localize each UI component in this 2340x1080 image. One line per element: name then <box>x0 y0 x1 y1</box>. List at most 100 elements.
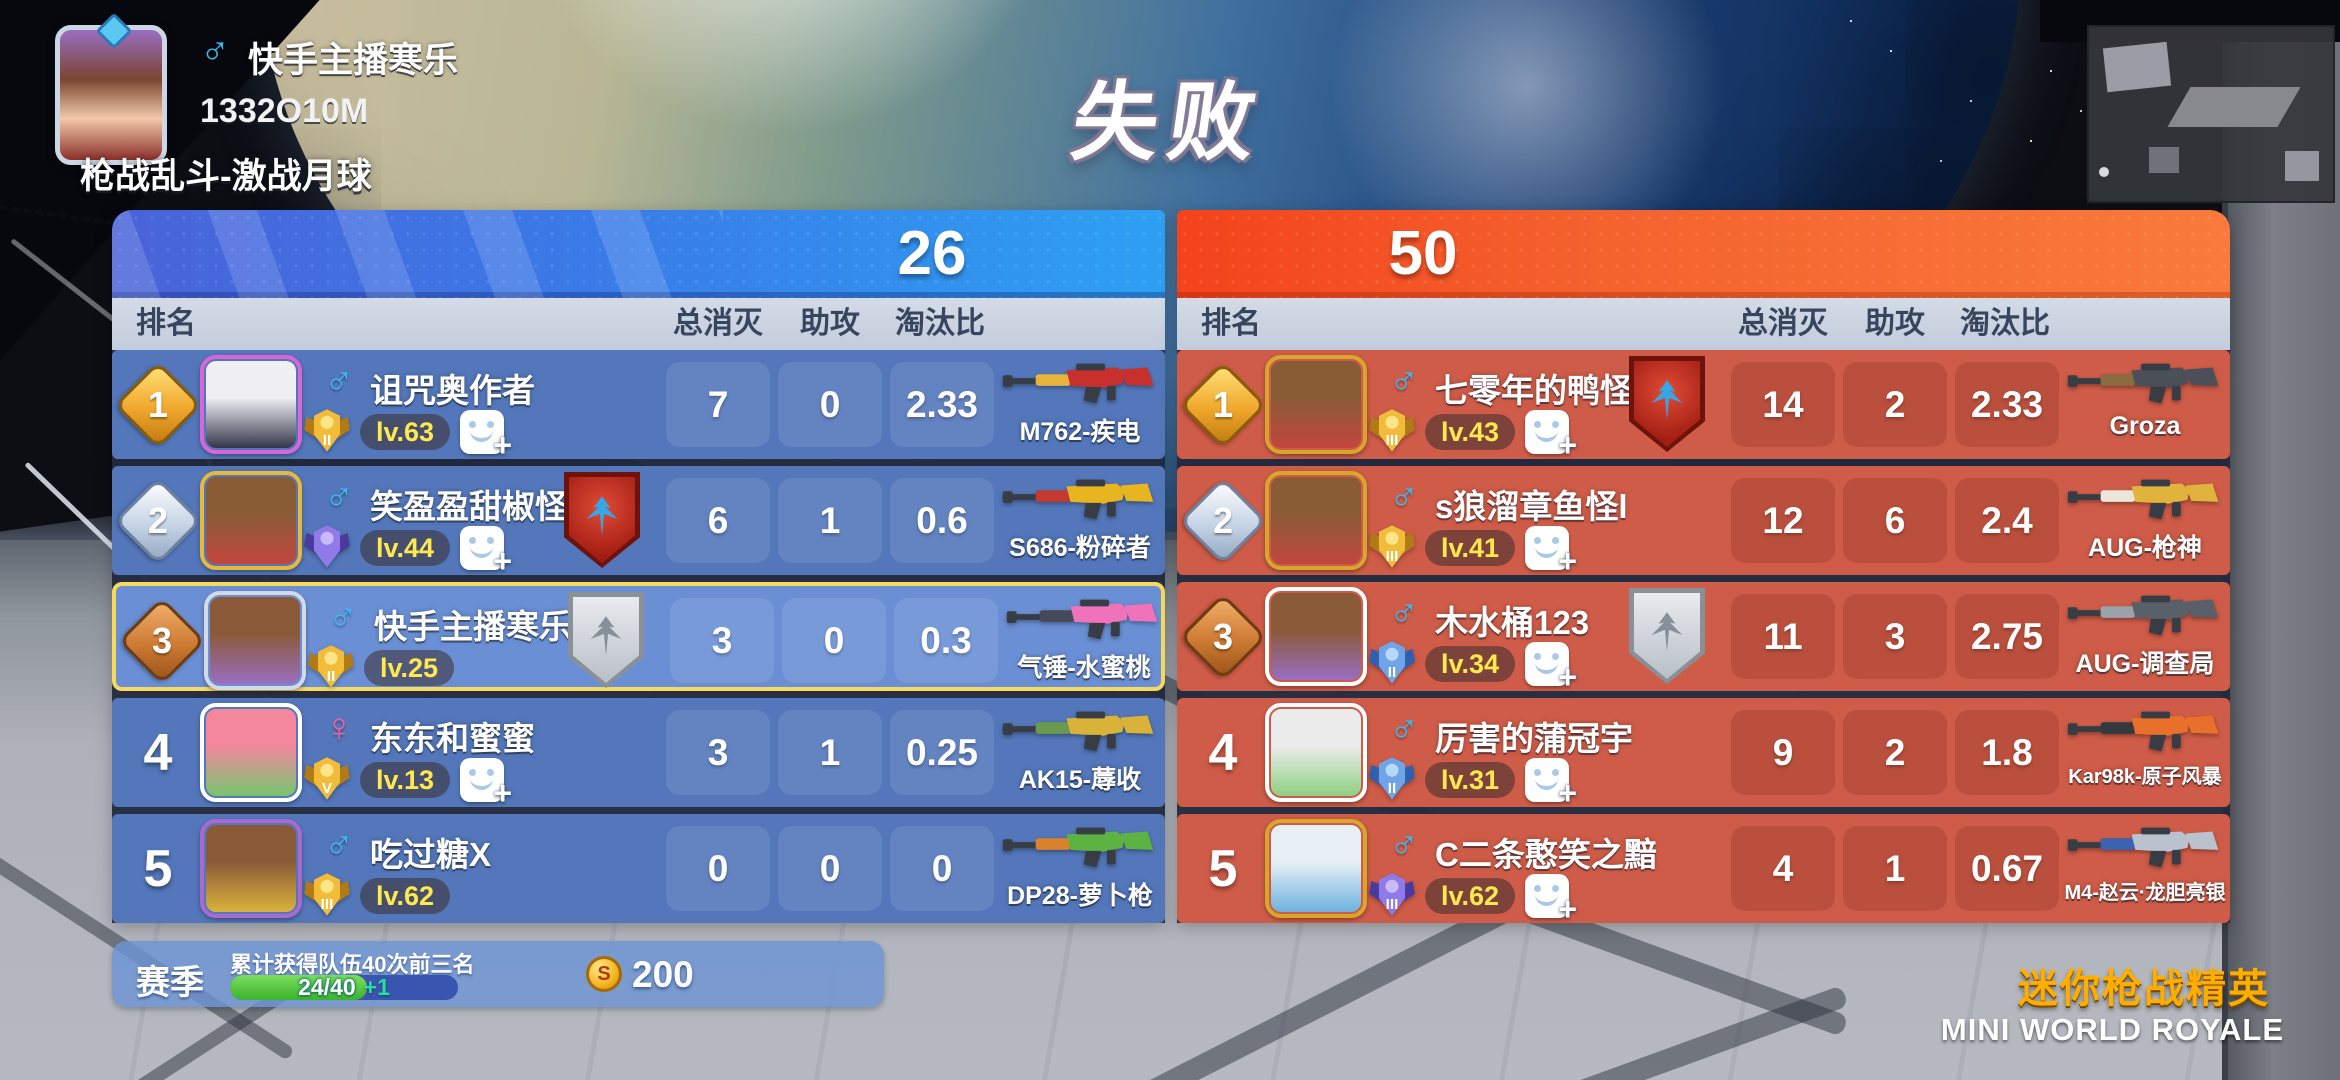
rank-number: 1 <box>147 383 169 425</box>
rank-medal-icon: 2 <box>114 476 202 565</box>
level-badge: lv.41 <box>1425 530 1516 566</box>
season-coin-amount: 200 <box>632 954 694 995</box>
add-friend-icon[interactable]: + <box>460 526 512 579</box>
player-name: 诅咒奥作者 <box>370 372 535 409</box>
level-badge: lv.63 <box>360 414 451 450</box>
season-progress-track <box>230 975 458 1000</box>
player-row[interactable]: 3 3 ♂ 快手主播寒乐 II lv.25 3 0 0.3 <box>112 582 1165 691</box>
player-row[interactable]: 1 1 ♂ 诅咒奥作者 II lv.63 + 7 0 2.33 <box>112 350 1165 463</box>
gender-icon: ♂ <box>324 822 354 866</box>
kills-cell: 9 <box>1731 710 1835 795</box>
player-row[interactable]: 1 1 ♂ 七零年的鸭怪B III lv.43 + 14 2 2.3 <box>1177 350 2230 463</box>
avatar-image <box>1271 825 1361 912</box>
weapon-name: Kar98k-原子风暴 <box>2068 766 2222 788</box>
weapon-icon <box>2067 479 2219 520</box>
kills-cell: 3 <box>670 598 774 683</box>
ratio-cell: 0.67 <box>1955 826 2059 911</box>
assists-cell: 1 <box>778 710 882 795</box>
player-row[interactable]: 4 4 ♂ 厉害的蒲冠宇 II lv.31 + 9 2 1.8 <box>1177 698 2230 811</box>
player-row[interactable]: 4 4 ♀ 东东和蜜蜜 V lv.13 + 3 1 0.25 <box>112 698 1165 811</box>
level-badge: lv.43 <box>1425 414 1516 450</box>
rank-medal-icon: 3 <box>118 596 206 685</box>
weapon-display: AUG-调查局 <box>2061 584 2229 691</box>
player-avatar[interactable] <box>55 12 167 165</box>
player-name: 木水桶123 <box>1435 604 1590 641</box>
svg-text:III: III <box>321 896 334 913</box>
avatar[interactable] <box>1265 471 1367 570</box>
plus-icon: + <box>493 427 512 463</box>
avatar[interactable] <box>1265 355 1367 454</box>
player-row[interactable]: 2 2 ♂ 笑盈盈甜椒怪 lv.44 + 6 1 0.6 <box>112 466 1165 579</box>
rank-emblem-icon: II <box>304 409 350 452</box>
game-mode-label: 枪战乱斗-激战月球 <box>80 157 372 196</box>
svg-text:II: II <box>323 432 331 449</box>
gender-icon: ♂ <box>200 28 230 72</box>
avatar[interactable] <box>1265 819 1367 918</box>
level-badge: lv.31 <box>1425 762 1516 798</box>
season-label: 赛季 <box>136 964 204 1002</box>
player-name: 快手主播寒乐 <box>248 41 459 80</box>
rank-indicator: 4 4 <box>1177 698 1269 807</box>
team-score: 50 <box>1388 219 1458 288</box>
minimap[interactable] <box>2087 25 2335 203</box>
add-friend-icon[interactable]: + <box>1525 526 1577 579</box>
team-rows: 1 1 ♂ 七零年的鸭怪B III lv.43 + 14 2 2.3 <box>1177 350 2230 927</box>
player-row[interactable]: 3 3 ♂ 木水桶123 II lv.34 + 11 3 2.75 <box>1177 582 2230 695</box>
weapon-name: DP28-萝卜枪 <box>1007 882 1153 910</box>
plus-icon: + <box>1558 427 1577 463</box>
add-friend-icon[interactable]: + <box>460 758 512 811</box>
season-progress-text: 24/40 +1 <box>230 975 458 1000</box>
plus-icon: + <box>1558 543 1577 579</box>
assists-cell: 0 <box>778 826 882 911</box>
avatar-image <box>210 597 300 684</box>
player-row[interactable]: 2 2 ♂ s狼溜章鱼怪l III lv.41 + 12 6 2.4 <box>1177 466 2230 579</box>
table-header: 排名 总消灭 助攻 淘汰比 <box>112 298 1165 350</box>
game-title-en: MINI WORLD ROYALE <box>1940 1012 2284 1047</box>
rank-emblem-icon: III <box>1369 525 1415 568</box>
avatar[interactable] <box>200 819 302 918</box>
clan-badge-icon <box>568 592 644 688</box>
weapon-name: M4-赵云·龙胆亮银 <box>2064 882 2226 904</box>
avatar[interactable] <box>200 471 302 570</box>
player-name: 七零年的鸭怪B <box>1435 372 1657 409</box>
avatar[interactable] <box>200 355 302 454</box>
ratio-cell: 0.3 <box>894 598 998 683</box>
plus-icon: + <box>493 543 512 579</box>
avatar[interactable] <box>1265 703 1367 802</box>
header-assists: 助攻 <box>1865 307 1925 340</box>
avatar[interactable] <box>1265 587 1367 686</box>
team-rows: 1 1 ♂ 诅咒奥作者 II lv.63 + 7 0 2.33 <box>112 350 1165 923</box>
rank-indicator: 2 2 <box>1177 466 1269 575</box>
add-friend-icon[interactable]: + <box>460 410 512 463</box>
game-title-cn: 迷你枪战精英 <box>2018 967 2270 1011</box>
kills-cell: 3 <box>666 710 770 795</box>
level-badge: lv.44 <box>360 530 451 566</box>
rank-number: 5 <box>1208 839 1238 898</box>
player-row[interactable]: 5 5 ♂ C二条憨笑之黯 III lv.62 + 4 1 0.67 <box>1177 814 2230 927</box>
ratio-cell: 0.25 <box>890 710 994 795</box>
ratio-cell: 2.75 <box>1955 594 2059 679</box>
header-rank: 排名 <box>1201 307 1261 340</box>
minimap-marker <box>2099 167 2109 177</box>
add-friend-icon[interactable]: + <box>1525 758 1577 811</box>
add-friend-icon[interactable]: + <box>1525 410 1577 463</box>
add-friend-icon[interactable]: + <box>1525 874 1577 927</box>
assists-cell: 1 <box>778 478 882 563</box>
rank-indicator: 3 3 <box>116 586 208 695</box>
svg-text:II: II <box>327 668 335 685</box>
level-badge: lv.34 <box>1425 646 1516 682</box>
weapon-name: S686-粉碎者 <box>1009 534 1151 562</box>
rank-medal-icon: 1 <box>1179 360 1267 449</box>
avatar[interactable] <box>200 703 302 802</box>
add-friend-icon[interactable]: + <box>1525 642 1577 695</box>
rank-medal-icon: 2 <box>1179 476 1267 565</box>
level-badge: lv.13 <box>360 762 451 798</box>
weapon-display: M4-赵云·龙胆亮银 <box>2061 816 2229 923</box>
gender-icon: ♂ <box>1389 706 1419 750</box>
header-ratio: 淘汰比 <box>895 307 985 340</box>
clan-badge-icon <box>1629 356 1705 452</box>
svg-text:II: II <box>1388 664 1396 681</box>
gender-icon: ♂ <box>324 358 354 402</box>
player-row[interactable]: 5 5 ♂ 吃过糖X III lv.62 0 0 0 <box>112 814 1165 923</box>
avatar[interactable] <box>204 591 306 690</box>
